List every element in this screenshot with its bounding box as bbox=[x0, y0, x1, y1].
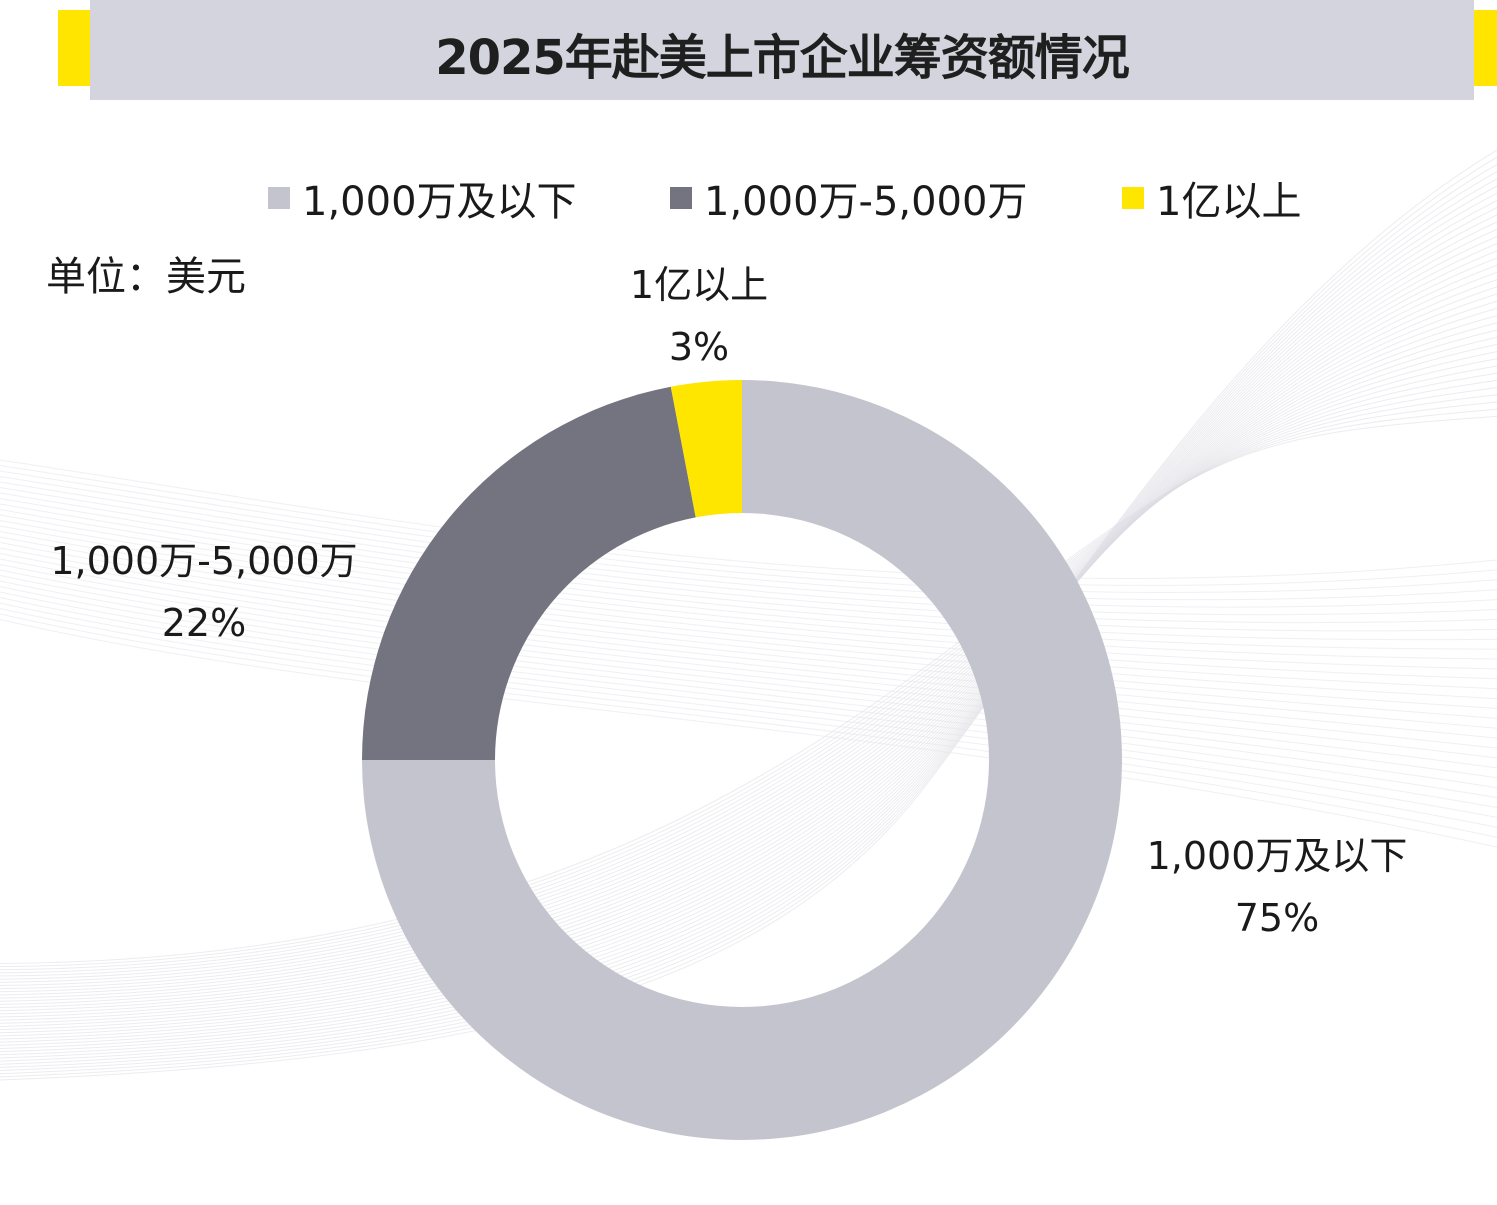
background-line bbox=[0, 591, 1497, 799]
background-line bbox=[0, 257, 1497, 1034]
background-line bbox=[0, 602, 1497, 818]
data-label-3: 1亿以上 3% bbox=[630, 254, 768, 378]
legend-label-3: 1亿以上 bbox=[1156, 179, 1302, 225]
data-label-1: 1,000万及以下 75% bbox=[1147, 825, 1408, 949]
background-line bbox=[0, 476, 1497, 601]
background-line bbox=[0, 192, 1497, 1062]
background-line bbox=[0, 178, 1497, 1068]
background-line bbox=[0, 470, 1497, 593]
legend-swatch-1 bbox=[268, 187, 290, 209]
background-line bbox=[0, 542, 1497, 709]
legend-swatch-2 bbox=[670, 187, 692, 209]
unit-label: 单位：美元 bbox=[46, 254, 246, 300]
background-line bbox=[0, 547, 1497, 719]
background-line bbox=[0, 597, 1497, 808]
background-line bbox=[0, 580, 1497, 779]
background-line bbox=[0, 387, 1497, 977]
background-line bbox=[0, 514, 1497, 660]
background-line bbox=[0, 221, 1497, 1049]
data-label-1-value: 75% bbox=[1234, 896, 1320, 940]
background-line bbox=[0, 536, 1497, 700]
data-label-2-value: 22% bbox=[161, 601, 247, 645]
data-label-2-name: 1,000万-5,000万 bbox=[50, 539, 358, 583]
data-label-3-value: 3% bbox=[668, 325, 730, 369]
legend-label-2: 1,000万-5,000万 bbox=[704, 179, 1028, 225]
data-label-3-name: 1亿以上 bbox=[629, 263, 769, 307]
chart-title: 2025年赴美上市企业筹资额情况 bbox=[435, 30, 1130, 86]
background-line bbox=[0, 243, 1497, 1040]
background-line bbox=[0, 564, 1497, 749]
background-line bbox=[0, 322, 1497, 1005]
background-line bbox=[0, 264, 1497, 1031]
background-line bbox=[0, 315, 1497, 1009]
background-line bbox=[0, 608, 1497, 828]
background-line bbox=[0, 498, 1497, 632]
donut-slice-2 bbox=[362, 386, 696, 760]
background-line bbox=[0, 293, 1497, 1018]
background-line bbox=[0, 185, 1497, 1065]
background-line bbox=[0, 365, 1497, 986]
background-line bbox=[0, 250, 1497, 1037]
legend-item-3: 1亿以上 bbox=[1122, 168, 1301, 228]
background-line bbox=[0, 525, 1497, 680]
chart-legend: 1,000万及以下 1,000万-5,000万 1亿以上 bbox=[0, 168, 1497, 228]
background-line bbox=[0, 408, 1497, 968]
background-line bbox=[0, 575, 1497, 769]
background-line bbox=[0, 336, 1497, 999]
legend-item-1: 1,000万及以下 bbox=[268, 168, 577, 228]
data-label-2: 1,000万-5,000万 22% bbox=[50, 530, 357, 654]
background-line bbox=[0, 156, 1497, 1078]
background-line bbox=[0, 394, 1497, 974]
background-line bbox=[0, 619, 1497, 848]
background-line bbox=[0, 307, 1497, 1012]
background-line bbox=[0, 171, 1497, 1072]
background-line bbox=[0, 492, 1497, 624]
background-line bbox=[0, 214, 1497, 1053]
donut-slice-3 bbox=[670, 380, 742, 518]
background-line bbox=[0, 149, 1497, 1081]
background-line bbox=[0, 228, 1497, 1046]
title-bar: 2025年赴美上市企业筹资额情况 bbox=[90, 0, 1474, 100]
background-line bbox=[0, 613, 1497, 838]
background-line bbox=[0, 286, 1497, 1021]
legend-label-1: 1,000万及以下 bbox=[302, 179, 577, 225]
background-line bbox=[0, 271, 1497, 1027]
background-line bbox=[0, 459, 1497, 579]
background-line bbox=[0, 372, 1497, 983]
legend-swatch-3 bbox=[1122, 187, 1144, 209]
donut-hole bbox=[495, 513, 989, 1007]
background-line bbox=[0, 503, 1497, 641]
background-line bbox=[0, 586, 1497, 789]
background-line bbox=[0, 487, 1497, 616]
legend-item-2: 1,000万-5,000万 bbox=[670, 168, 1027, 228]
background-line bbox=[0, 199, 1497, 1059]
background-line bbox=[0, 509, 1497, 650]
background-line bbox=[0, 207, 1497, 1056]
background-line bbox=[0, 553, 1497, 729]
background-line bbox=[0, 235, 1497, 1043]
donut-slice-1 bbox=[362, 380, 1122, 1140]
background-line bbox=[0, 481, 1497, 608]
background-line bbox=[0, 343, 1497, 996]
background-line bbox=[0, 569, 1497, 759]
background-line bbox=[0, 465, 1497, 586]
background-line bbox=[0, 520, 1497, 670]
background-line bbox=[0, 558, 1497, 739]
data-label-1-name: 1,000万及以下 bbox=[1146, 834, 1408, 878]
background-line bbox=[0, 531, 1497, 690]
background-line bbox=[0, 358, 1497, 990]
background-line bbox=[0, 163, 1497, 1075]
background-line bbox=[0, 415, 1497, 964]
background-line bbox=[0, 300, 1497, 1015]
